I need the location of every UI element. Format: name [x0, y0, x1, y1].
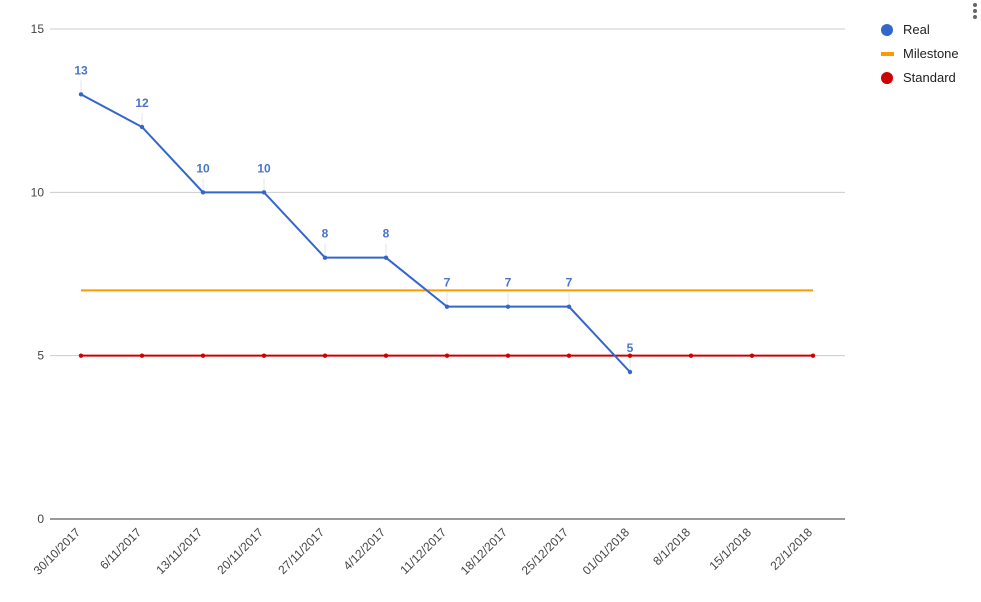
y-tick-label: 5 [37, 349, 44, 363]
data-point[interactable] [444, 353, 450, 358]
x-tick-label: 25/12/2017 [519, 525, 572, 578]
data-label: 8 [322, 227, 329, 241]
data-point[interactable] [200, 353, 206, 358]
gridlines [50, 28, 845, 520]
x-tick-label: 18/12/2017 [458, 525, 511, 578]
x-tick-label: 22/1/2018 [767, 525, 815, 573]
data-point[interactable] [322, 353, 328, 358]
x-tick-label: 8/1/2018 [650, 525, 693, 568]
data-point[interactable] [566, 353, 572, 358]
legend-marker [881, 52, 894, 56]
data-point[interactable] [200, 190, 206, 195]
data-label: 13 [74, 63, 88, 77]
data-point[interactable] [78, 353, 84, 358]
data-point[interactable] [139, 353, 145, 358]
data-point[interactable] [139, 124, 145, 130]
x-tick-label: 01/01/2018 [580, 525, 633, 578]
data-point[interactable] [688, 353, 694, 358]
x-tick-label: 15/1/2018 [706, 525, 754, 573]
x-tick-label: 13/11/2017 [153, 525, 205, 577]
more-vert-icon[interactable] [973, 3, 977, 19]
data-label: 10 [196, 161, 210, 175]
legend-item-standard[interactable]: Standard [881, 70, 956, 85]
x-tick-label: 20/11/2017 [214, 525, 266, 577]
legend-marker [881, 24, 893, 36]
data-point[interactable] [566, 304, 572, 309]
data-point[interactable] [444, 304, 450, 309]
data-point[interactable] [383, 255, 389, 260]
y-tick-label: 10 [31, 185, 45, 199]
x-tick-label: 30/10/2017 [31, 525, 84, 578]
legend-label: Milestone [903, 46, 959, 61]
legend-label: Standard [903, 70, 956, 85]
legend-label: Real [903, 22, 930, 37]
y-tick-label: 15 [31, 22, 45, 36]
x-axis-ticks: 30/10/2017 6/11/2017 13/11/2017 20/11/2017 2… [31, 525, 816, 578]
legend-marker [881, 72, 893, 84]
data-label: 7 [566, 276, 573, 290]
legend[interactable]: Real Milestone Standard [881, 22, 959, 85]
data-point[interactable] [383, 353, 389, 358]
x-tick-label: 4/12/2017 [340, 525, 388, 573]
data-label: 10 [257, 161, 271, 175]
data-label: 8 [383, 227, 390, 241]
series-real: 13 12 10 10 8 8 7 7 7 5 [74, 63, 634, 375]
data-point[interactable] [261, 353, 267, 358]
legend-item-milestone[interactable]: Milestone [881, 46, 959, 61]
data-point[interactable] [627, 369, 633, 375]
data-label: 12 [135, 96, 149, 110]
x-tick-label: 27/11/2017 [275, 525, 327, 577]
y-axis-ticks: 0 5 10 15 [31, 22, 45, 526]
y-tick-label: 0 [37, 512, 44, 526]
data-point[interactable] [78, 92, 84, 97]
data-point[interactable] [322, 255, 328, 260]
data-label: 5 [627, 341, 634, 355]
series-line-real [80, 93, 631, 373]
x-tick-label: 6/11/2017 [97, 525, 144, 572]
x-tick-label: 11/12/2017 [397, 525, 449, 577]
data-point[interactable] [749, 353, 755, 358]
series-standard [78, 353, 816, 358]
data-point[interactable] [505, 353, 511, 358]
legend-item-real[interactable]: Real [881, 22, 930, 37]
data-point[interactable] [505, 304, 511, 309]
data-point[interactable] [261, 190, 267, 195]
series-lines: 13 12 10 10 8 8 7 7 7 5 [74, 63, 816, 375]
data-label: 7 [444, 276, 451, 290]
data-point[interactable] [627, 353, 633, 358]
data-label: 7 [505, 276, 512, 290]
data-point[interactable] [810, 353, 816, 358]
